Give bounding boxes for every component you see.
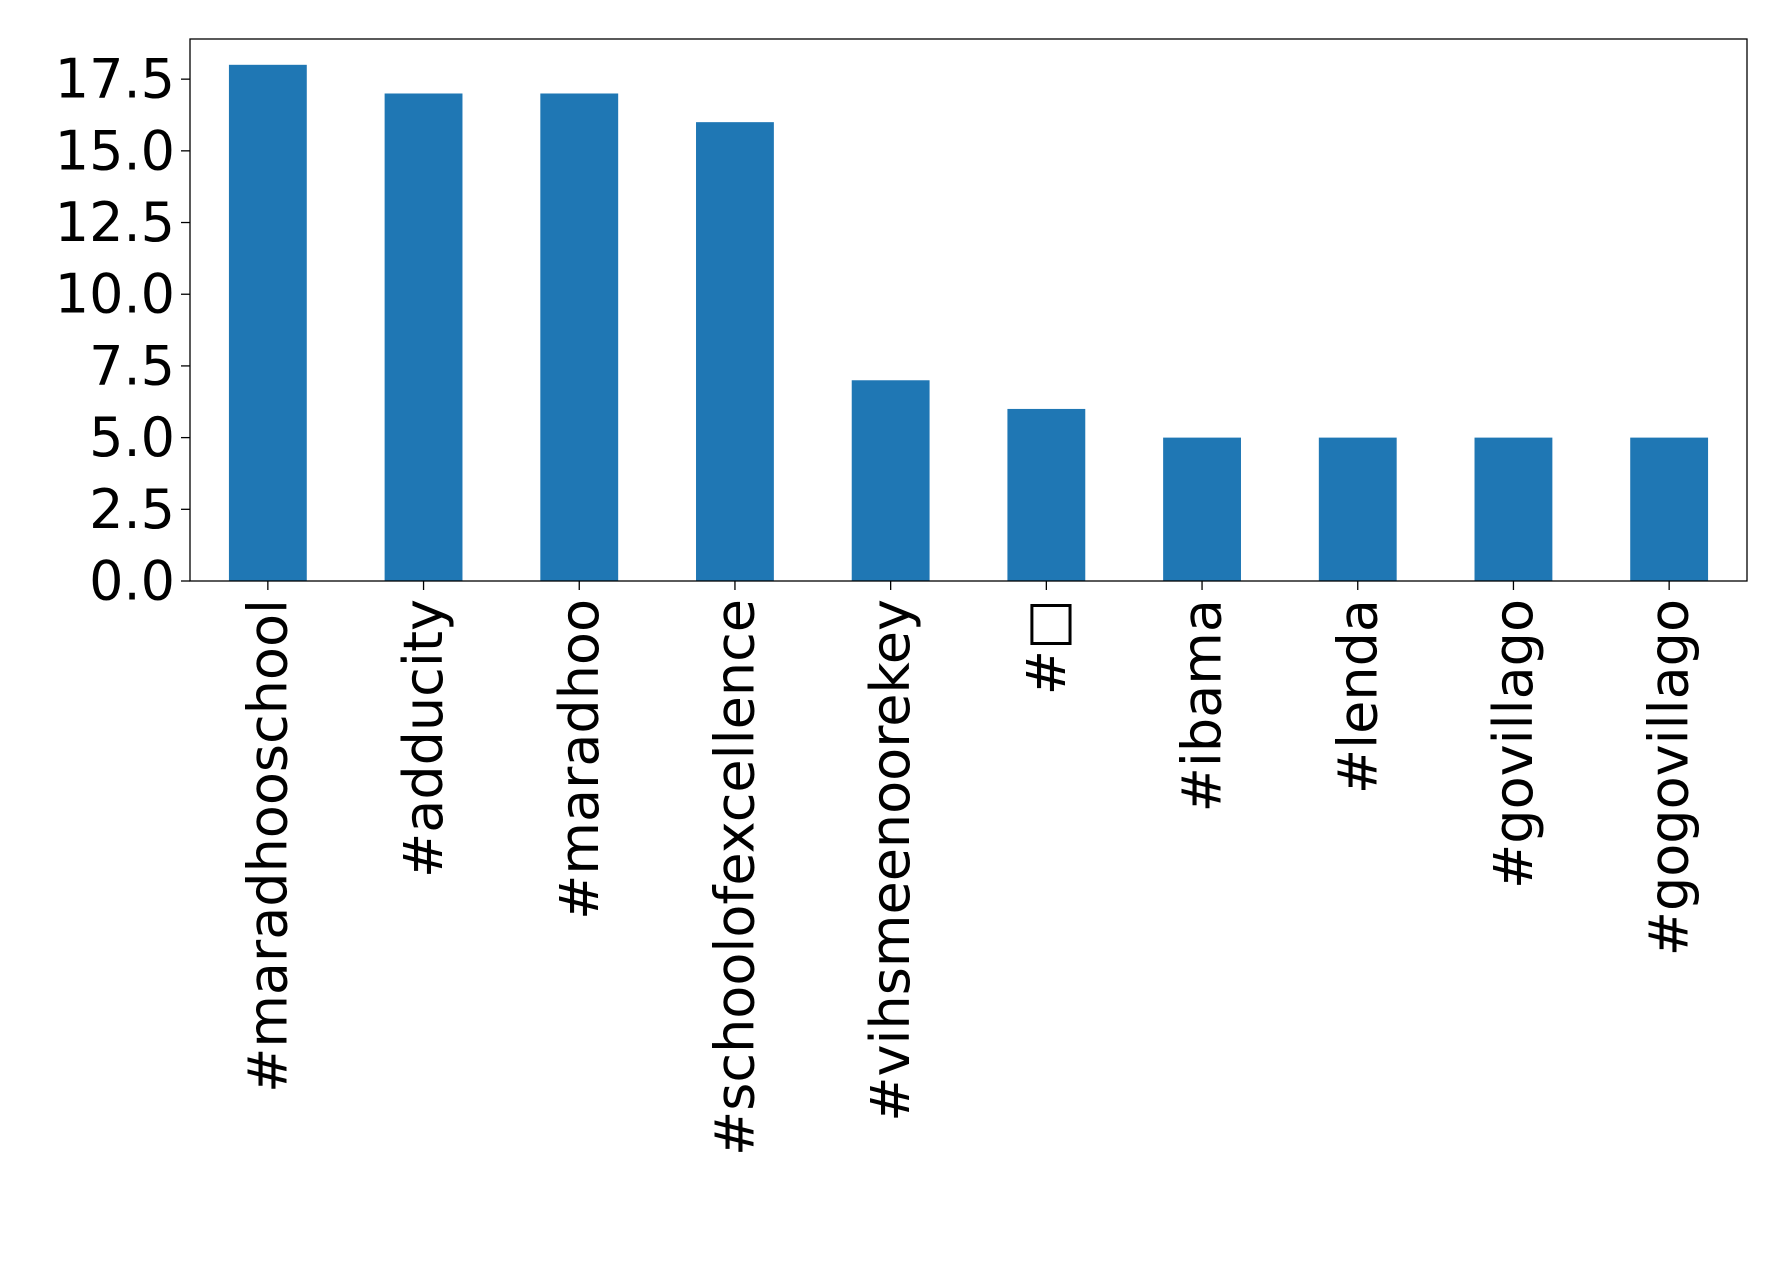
bar-9 — [1630, 437, 1709, 581]
x-tick-label: #maradhoo — [548, 599, 611, 920]
bar-8 — [1474, 437, 1553, 581]
y-tick-label: 5.0 — [89, 406, 175, 469]
y-axis: 0.0 2.5 5.0 7.5 10.0 12.5 15.0 17.5 — [55, 48, 190, 613]
bar-5 — [1007, 408, 1086, 581]
bars-group — [228, 64, 1709, 582]
bar-2 — [540, 93, 619, 582]
y-tick-label: 2.5 — [89, 478, 175, 541]
x-tick-label: #maradhooschool — [236, 599, 299, 1093]
bar-0 — [228, 64, 307, 581]
x-tick-label: #□ — [1015, 599, 1078, 695]
bar-3 — [696, 122, 774, 581]
y-tick-label: 12.5 — [55, 191, 175, 254]
plot-frame — [189, 38, 1748, 582]
x-tick-label: #vihsmeenoorekey — [859, 599, 922, 1122]
x-tick-label: #govillago — [1482, 599, 1545, 889]
bar-4 — [851, 380, 930, 581]
y-tick-label: 17.5 — [55, 48, 175, 111]
y-tick-label: 10.0 — [55, 263, 175, 326]
y-tick-label: 15.0 — [55, 119, 175, 182]
x-tick-label: #gogovillago — [1638, 599, 1701, 956]
x-axis: #maradhooschool #adducity #maradhoo #school… — [236, 581, 1701, 1156]
bar-6 — [1163, 437, 1241, 581]
x-tick-label: #adducity — [392, 599, 455, 878]
bar-1 — [384, 93, 463, 582]
y-tick-label: 7.5 — [89, 334, 175, 397]
x-tick-label: #lenda — [1326, 599, 1389, 794]
x-tick-label: #schoolofexcellence — [703, 599, 766, 1156]
bar-7 — [1318, 437, 1397, 581]
y-tick-label: 0.0 — [89, 550, 175, 613]
x-tick-label: #ibama — [1171, 599, 1234, 812]
